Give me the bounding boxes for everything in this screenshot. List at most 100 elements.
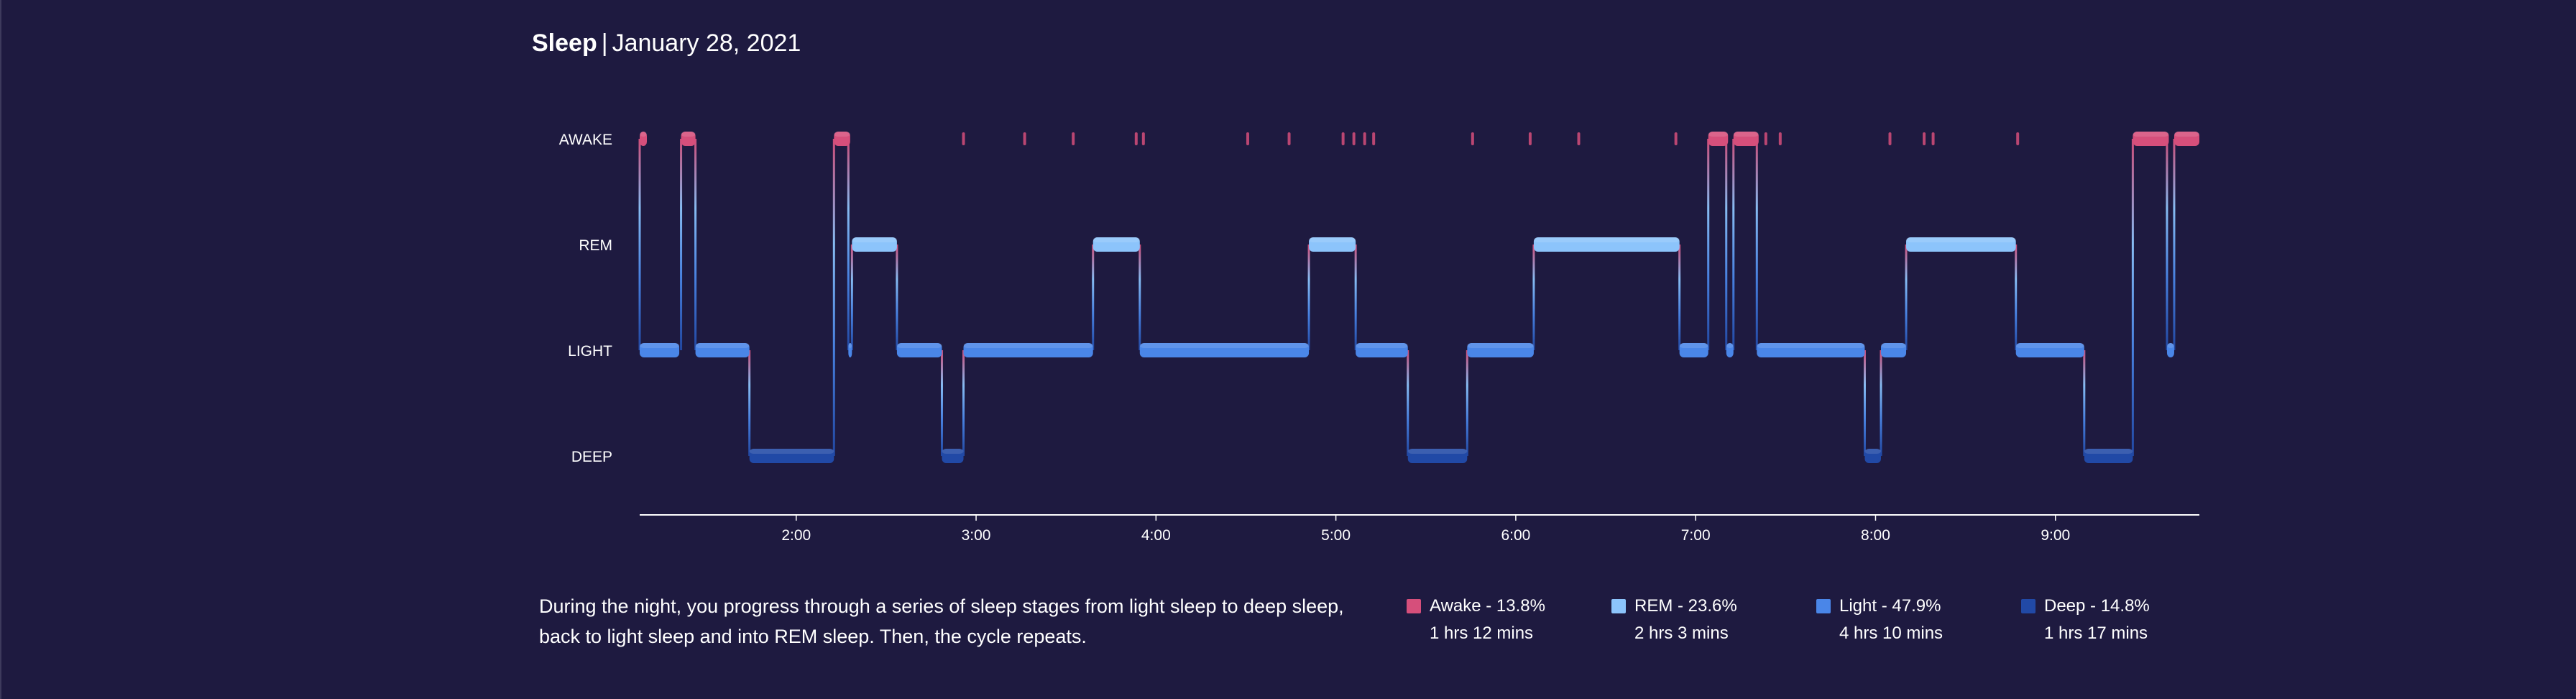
brief-awakening-mark [1352, 132, 1356, 145]
legend-duration-light: 4 hrs 10 mins [1839, 623, 1944, 643]
x-axis-ticks: 2:00 3:00 4:00 5:00 6:00 7:00 8:00 9:00 [781, 515, 2070, 544]
brief-awakening-mark [1764, 132, 1767, 145]
stage-block-awake [2133, 132, 2169, 146]
stage-block-highlight [1309, 237, 1356, 242]
x-tick-label: 7:00 [1681, 527, 1711, 544]
stage-block-highlight [1533, 237, 1680, 242]
legend-label-deep: Deep - 14.8% [2044, 596, 2150, 616]
brief-awakening-mark [1888, 132, 1892, 145]
stage-transition [1354, 245, 1357, 350]
stage-transition [2166, 139, 2168, 350]
stage-transition [1532, 245, 1535, 350]
legend-label-awake: Awake - 13.8% [1430, 596, 1545, 616]
stage-transition [1678, 245, 1681, 350]
stage-block-highlight [2084, 449, 2133, 454]
stage-block-highlight [1679, 343, 1708, 348]
stage-transition [1092, 245, 1095, 350]
stage-block-light [1757, 343, 1865, 357]
stage-block-highlight [963, 343, 1093, 348]
title-separator: | [601, 29, 608, 57]
stage-block-deep [1407, 449, 1468, 463]
stage-block-light [1679, 343, 1708, 357]
stage-block-awake [681, 132, 696, 146]
stage-transition [694, 139, 697, 350]
stage-block-highlight [2015, 343, 2084, 348]
stage-block-deep [1864, 449, 1881, 463]
brief-awakening-mark [1287, 132, 1291, 145]
brief-awakening-mark [1577, 132, 1581, 145]
x-tick-label: 6:00 [1501, 527, 1530, 544]
stage-transition [2083, 350, 2086, 456]
brief-awakening-mark [1246, 132, 1249, 145]
stage-transition [832, 139, 835, 456]
stage-block-highlight [848, 343, 852, 348]
x-tick-label: 9:00 [2041, 527, 2070, 544]
stage-transition [2015, 245, 2018, 350]
brief-awakening-mark [1778, 132, 1782, 145]
stage-block-awake [1733, 132, 1759, 146]
stage-transition [940, 350, 943, 456]
stage-label-light: LIGHT [568, 343, 612, 360]
stage-transition [1863, 350, 1866, 456]
stage-block-light [1880, 343, 1907, 357]
brief-awakening-mark [1923, 132, 1926, 145]
stage-transition [1725, 139, 1728, 350]
legend-duration-rem: 2 hrs 3 mins [1634, 623, 1729, 643]
legend-label-rem: REM - 23.6% [1634, 596, 1737, 616]
legend-label-light: Light - 47.9% [1839, 596, 1941, 616]
stage-block-deep [942, 449, 964, 463]
stage-transition [1905, 245, 1908, 350]
stage-label-deep: DEEP [571, 449, 612, 465]
brief-awakenings [962, 132, 2020, 145]
page-header: Sleep | January 28, 2021 [532, 27, 801, 59]
brief-awakening-mark [1674, 132, 1678, 145]
stage-block-light [640, 343, 680, 357]
stage-block-light [963, 343, 1093, 357]
stage-transition [748, 350, 751, 456]
stage-block-highlight [1726, 343, 1734, 348]
brief-awakening-mark [1072, 132, 1075, 145]
window-edge [0, 0, 1, 699]
stage-block-highlight [1708, 132, 1729, 137]
stage-block-rem [1533, 237, 1680, 252]
sleep-date: January 28, 2021 [612, 29, 801, 57]
stage-block-highlight [1906, 237, 2016, 242]
stage-blocks [640, 132, 2199, 463]
brief-awakening-mark [1931, 132, 1935, 145]
stage-transition [850, 245, 853, 350]
stage-transition [638, 139, 641, 350]
stage-block-light [2015, 343, 2084, 357]
stage-block-highlight [1864, 449, 1881, 454]
sleep-description: During the night, you progress through a… [539, 595, 1344, 647]
brief-awakening-mark [1023, 132, 1026, 145]
legend-swatch-rem [1611, 599, 1626, 613]
stage-block-highlight [1757, 343, 1865, 348]
stage-block-highlight [1880, 343, 1907, 348]
stage-block-light [848, 343, 852, 357]
stage-block-highlight [896, 343, 942, 348]
stage-block-highlight [695, 343, 750, 348]
stage-block-awake [1708, 132, 1729, 146]
stage-block-deep [2084, 449, 2133, 463]
legend-swatch-deep [2021, 599, 2036, 613]
x-tick-label: 8:00 [1861, 527, 1890, 544]
stage-block-rem [1309, 237, 1356, 252]
stage-block-highlight [1356, 343, 1408, 348]
stage-block-highlight [852, 237, 897, 242]
x-tick-label: 3:00 [962, 527, 991, 544]
stage-block-highlight [2133, 132, 2169, 137]
stage-block-highlight [2174, 132, 2199, 137]
stage-block-highlight [1733, 132, 1759, 137]
stage-block-highlight [640, 343, 680, 348]
x-tick-label: 4:00 [1141, 527, 1171, 544]
brief-awakening-mark [1141, 132, 1145, 145]
stage-block-highlight [1407, 449, 1468, 454]
brief-awakening-mark [962, 132, 965, 145]
legend-swatch-light [1816, 599, 1831, 613]
stage-block-highlight [749, 449, 834, 454]
stage-block-awake [640, 132, 648, 146]
brief-awakening-mark [1372, 132, 1376, 145]
stage-block-highlight [1467, 343, 1534, 348]
stage-label-awake: AWAKE [559, 132, 612, 148]
